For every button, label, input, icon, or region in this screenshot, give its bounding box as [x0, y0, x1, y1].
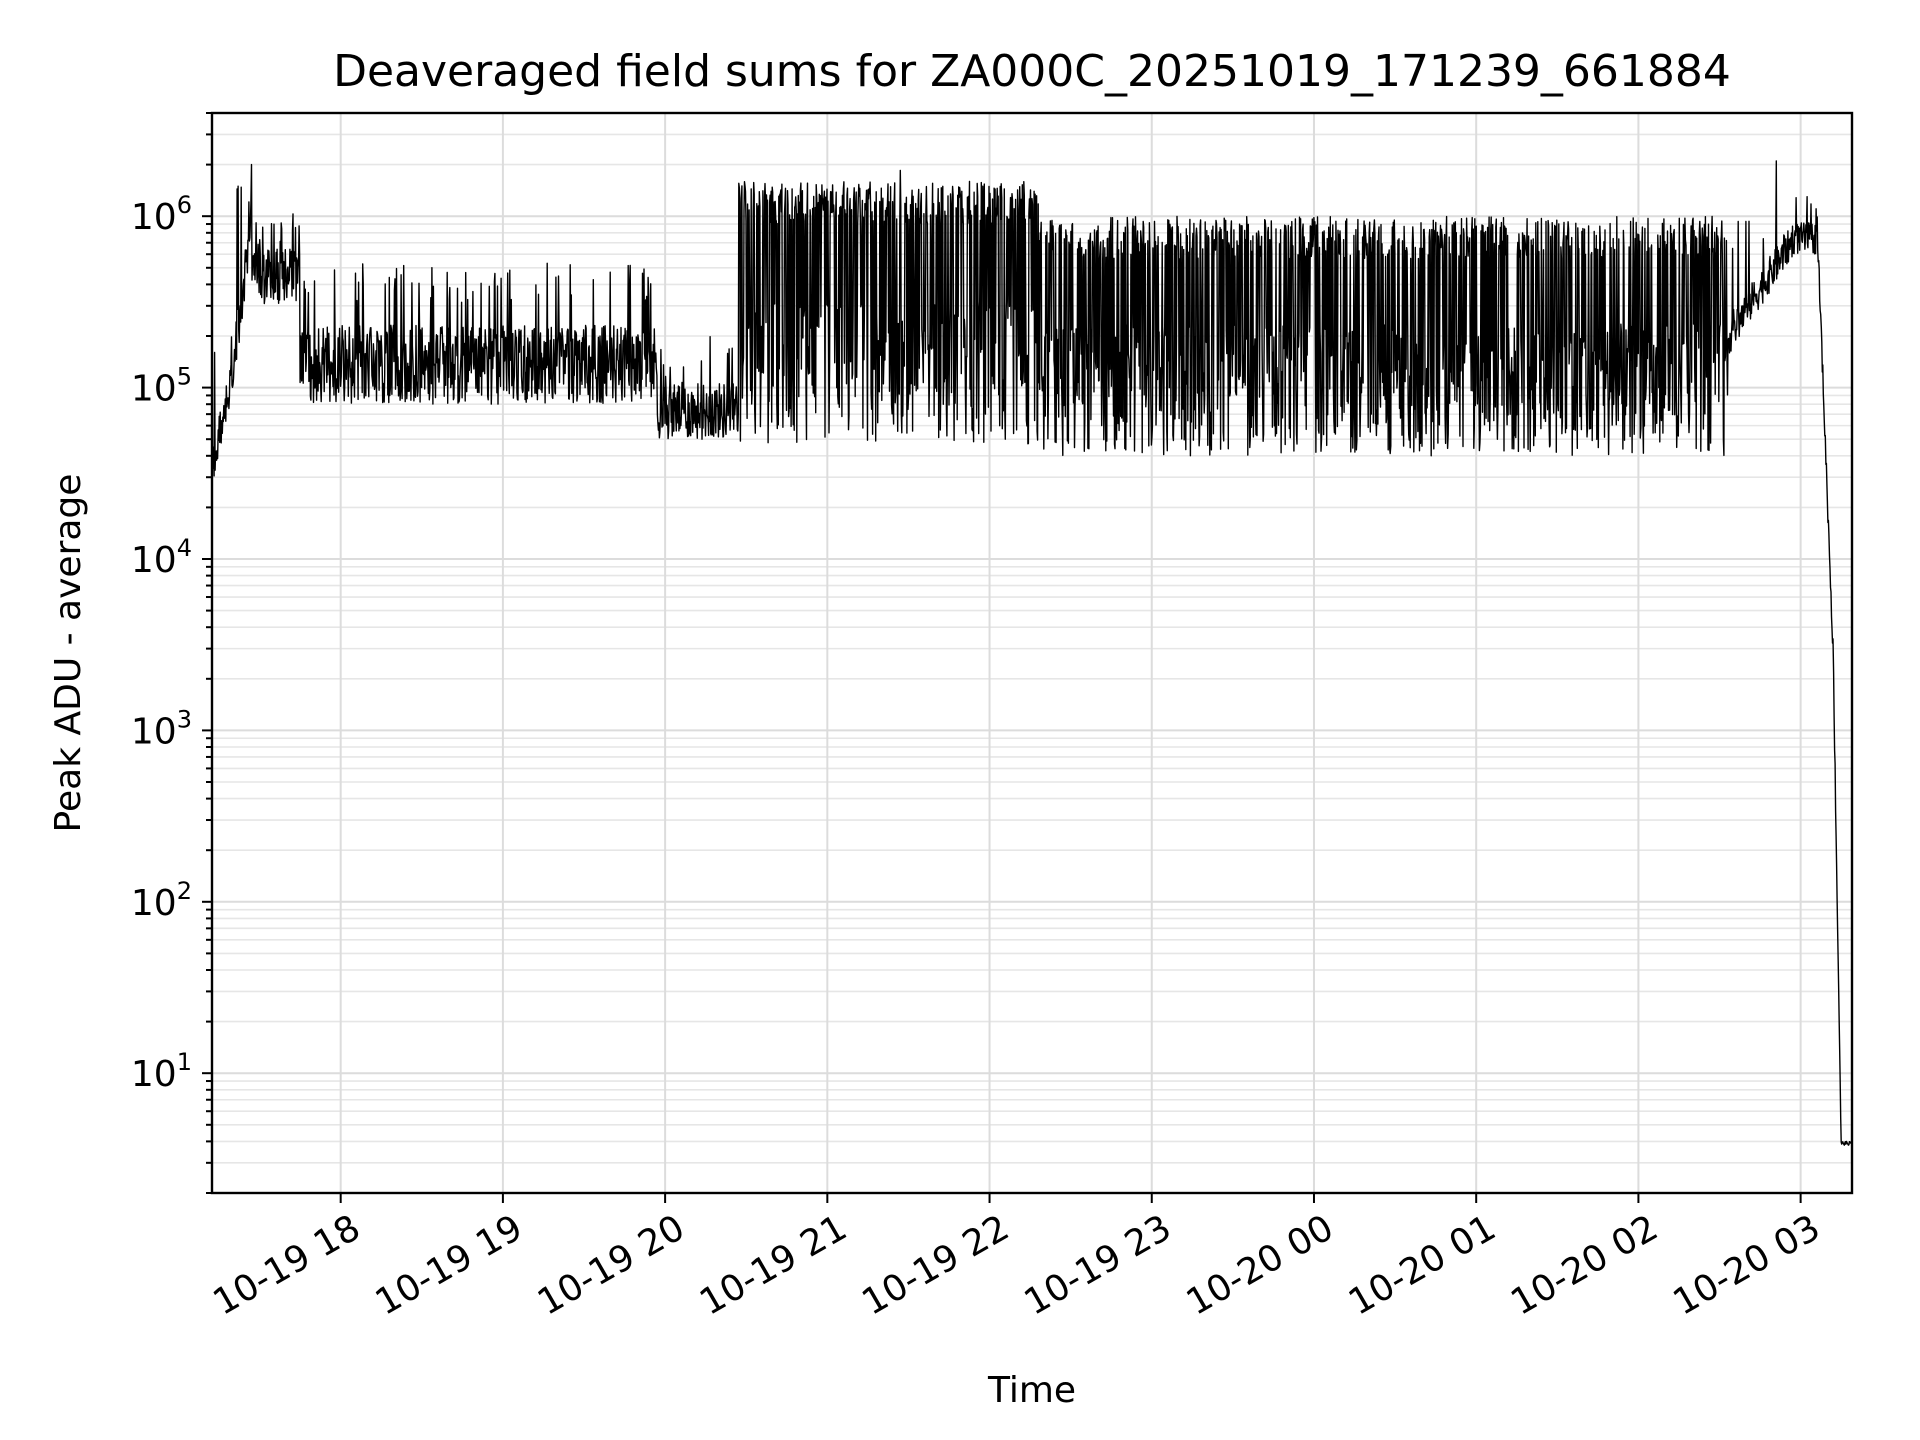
- series-line-peak-adu: [211, 160, 1853, 1146]
- x-tick-label: 10-20 01: [1342, 1207, 1503, 1323]
- y-tick-label: 104: [131, 534, 192, 581]
- x-axis-label: Time: [987, 1370, 1076, 1411]
- x-tick-label: 10-20 03: [1666, 1207, 1827, 1323]
- x-axis: 10-19 18 10-19 19 10-19 20 10-19 21 10-19 22…: [207, 1193, 1827, 1324]
- y-axis-label: Peak ADU - average: [48, 474, 89, 833]
- x-tick-label: 10-19 18: [207, 1207, 368, 1323]
- x-tick-label: 10-19 20: [531, 1207, 692, 1323]
- y-tick-label: 103: [131, 705, 192, 752]
- x-tick-label: 10-20 02: [1504, 1207, 1665, 1323]
- y-axis: 101 102 103 104 105 106: [131, 112, 212, 1194]
- x-tick-label: 10-19 21: [693, 1207, 854, 1323]
- x-tick-label: 10-19 23: [1018, 1207, 1179, 1323]
- y-tick-label: 105: [131, 363, 192, 410]
- x-tick-label: 10-19 22: [855, 1207, 1016, 1323]
- y-tick-label: 102: [131, 877, 192, 924]
- x-tick-label: 10-19 19: [369, 1207, 530, 1323]
- series-group: [211, 160, 1853, 1146]
- y-tick-label: 101: [131, 1048, 192, 1095]
- plot-frame: [210, 111, 1854, 1195]
- x-tick-label: 10-20 00: [1180, 1207, 1341, 1323]
- y-tick-label: 106: [131, 191, 192, 238]
- chart-title: Deaveraged field sums for ZA000C_2025101…: [333, 46, 1731, 97]
